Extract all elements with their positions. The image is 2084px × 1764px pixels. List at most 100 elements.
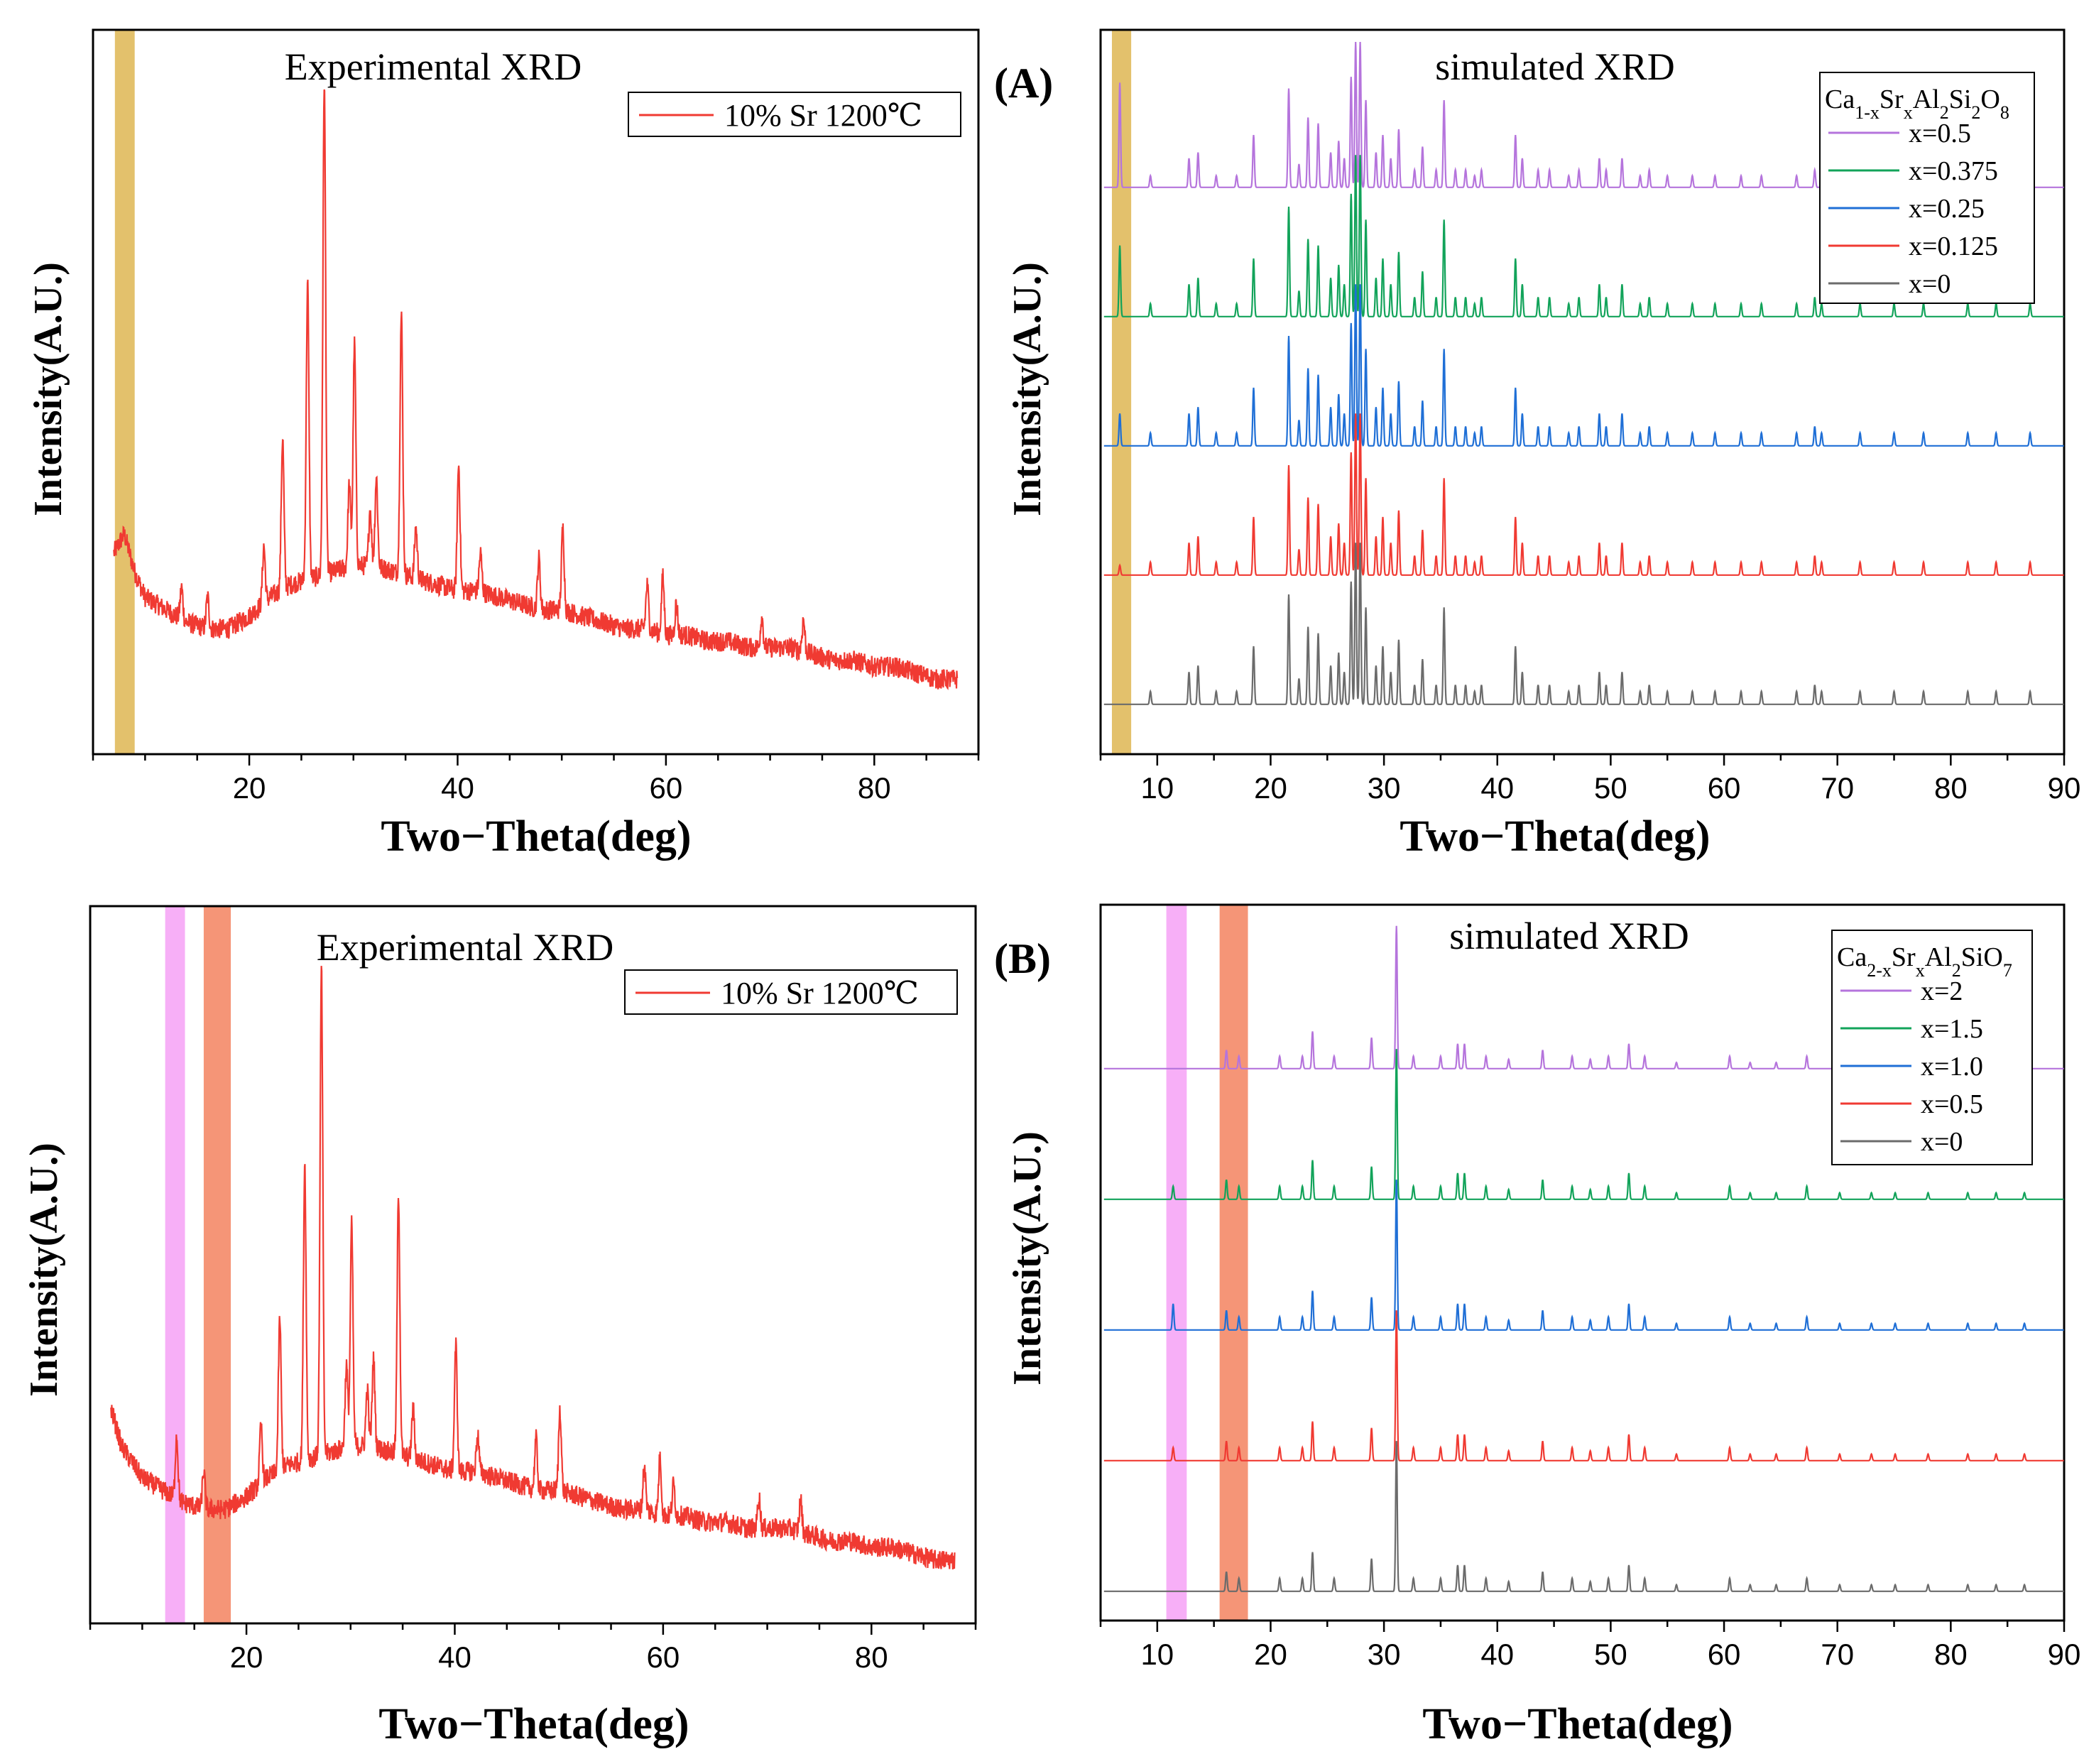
legend: 10% Sr 1200℃	[628, 92, 961, 137]
x-tick-label: 40	[1480, 771, 1514, 805]
legend-entries: x=2 x=1.5 x=1.0 x=0.5 x=0	[1840, 976, 1983, 1157]
series-line-2	[1103, 155, 2064, 317]
legend-entry-label: x=0	[1921, 1127, 1963, 1157]
legend-title-part: 7	[2003, 960, 2012, 981]
x-tick-label: 60	[650, 771, 683, 805]
legend-title-part: 2-x	[1867, 960, 1892, 981]
panel-b-experimental: 20 40 60 80 Experimental XRD Two−Theta(deg)…	[22, 905, 977, 1748]
highlight-band-1	[165, 906, 185, 1623]
highlight-band-1	[114, 30, 135, 754]
x-axis-label: Two−Theta(deg)	[378, 1700, 689, 1748]
series-line-3	[1103, 284, 2064, 447]
x-tick-label: 10	[1140, 1638, 1174, 1671]
legend-box	[1831, 930, 2033, 1165]
x-axis-ticks: 20 40 60 80	[92, 754, 980, 805]
x-tick-label: 20	[1254, 771, 1287, 805]
x-tick-label: 60	[1708, 771, 1741, 805]
plot-title: simulated XRD	[1435, 45, 1674, 88]
x-tick-label: 80	[1934, 1638, 1968, 1671]
series-group	[110, 966, 956, 1569]
x-tick-label: 70	[1821, 1638, 1854, 1671]
plot-frame	[1099, 28, 2066, 756]
x-tick-label: 80	[855, 1640, 888, 1674]
legend-title-part: Al	[1913, 85, 1940, 114]
x-tick-label: 20	[233, 771, 266, 805]
x-tick-label: 20	[1254, 1638, 1287, 1671]
legend-title-part: 2	[1940, 102, 1949, 123]
x-tick-label: 80	[858, 771, 891, 805]
legend-entry-label: x=0.25	[1909, 194, 1985, 224]
legend-title-part: Si	[1949, 85, 1972, 114]
x-tick-label: 20	[230, 1640, 263, 1674]
legend-entry-label: x=0	[1909, 269, 1951, 299]
legend: Ca2-xSrxAl2SiO7 x=2 x=1.5 x=1.0 x=0.5 x=0	[1831, 930, 2033, 1165]
x-tick-label: 30	[1368, 1638, 1401, 1671]
plot-frame	[1099, 903, 2066, 1622]
figure-label-b: (B)	[994, 935, 1051, 982]
legend-entries: x=0.5 x=0.375 x=0.25 x=0.125 x=0	[1828, 119, 1998, 299]
highlight-bands	[114, 30, 135, 754]
legend-title-part: Al	[1925, 942, 1952, 972]
legend-title-part: Ca	[1837, 942, 1867, 972]
legend-title-part: x	[1916, 960, 1925, 981]
plot-frame	[92, 28, 980, 756]
y-axis-label: Intensity(A.U.)	[1005, 262, 1049, 516]
legend-label: 10% Sr 1200℃	[721, 976, 919, 1011]
legend-title-part: 2	[1971, 102, 1980, 123]
legend-entry-label: x=0.125	[1909, 232, 1998, 261]
legend-box	[628, 92, 961, 137]
series-line-5	[1103, 1441, 2064, 1592]
x-tick-label: 40	[441, 771, 474, 805]
panel-a-simulated: 10 20 30 40 50 60 70 80 90 simulated XRD Two−The…	[1005, 28, 2081, 861]
x-axis-ticks: 10 20 30 40 50 60 70 80 90	[1099, 754, 2081, 805]
legend-title-part: 1-x	[1855, 102, 1880, 123]
legend-entry-label: x=0.5	[1909, 119, 1971, 148]
legend-title-part: O	[1980, 85, 2000, 114]
panel-b-simulated: 10 20 30 40 50 60 70 80 90 simulated XRD Two−The…	[1005, 903, 2081, 1748]
plot-title: simulated XRD	[1449, 915, 1689, 957]
x-axis-ticks: 10 20 30 40 50 60 70 80 90	[1099, 1621, 2081, 1671]
legend: 10% Sr 1200℃	[624, 969, 958, 1015]
legend-title-part: Sr	[1892, 942, 1916, 972]
x-tick-label: 40	[438, 1640, 471, 1674]
legend-title-part: 2	[1952, 960, 1961, 981]
series-group	[113, 89, 959, 690]
legend: Ca1-xSrxAl2Si2O8 x=0.5x=0.375x=0.25x=0.1…	[1819, 72, 2035, 304]
legend-title-part: x	[1904, 102, 1913, 123]
legend-entry-label: x=0.5	[1921, 1089, 1983, 1119]
legend-box	[1819, 72, 2035, 304]
series-line-3	[1103, 1180, 2064, 1331]
y-axis-label: Intensity(A.U.)	[22, 1143, 66, 1397]
x-axis-label: Two−Theta(deg)	[1400, 812, 1710, 861]
legend-entry-label: x=1.5	[1921, 1014, 1983, 1044]
series-line-2	[1103, 1049, 2064, 1200]
legend-title-part: SiO	[1961, 942, 2003, 972]
x-tick-label: 70	[1821, 771, 1854, 805]
legend-label: 10% Sr 1200℃	[724, 98, 922, 133]
x-axis-label: Two−Theta(deg)	[1422, 1700, 1733, 1748]
legend-entry-label: x=1.0	[1921, 1052, 1983, 1082]
x-tick-label: 50	[1594, 1638, 1627, 1671]
x-axis-ticks: 20 40 60 80	[89, 1623, 977, 1674]
x-tick-label: 10	[1140, 771, 1174, 805]
x-tick-label: 30	[1368, 771, 1401, 805]
legend-entry-label: x=2	[1921, 976, 1963, 1006]
legend-entry-label: x=0.375	[1909, 156, 1998, 186]
x-tick-label: 50	[1594, 771, 1627, 805]
series-line-5	[1103, 543, 2064, 705]
plot-frame	[89, 905, 977, 1625]
x-tick-label: 90	[2048, 1638, 2081, 1671]
series-line-4	[1103, 413, 2064, 576]
x-tick-label: 90	[2048, 771, 2081, 805]
x-tick-label: 60	[1708, 1638, 1741, 1671]
legend-title-part: Ca	[1825, 85, 1855, 114]
y-axis-label: Intensity(A.U.)	[1005, 1131, 1049, 1385]
x-tick-label: 80	[1934, 771, 1968, 805]
highlight-band-1	[1166, 905, 1187, 1621]
series-line-1	[113, 89, 959, 690]
figure-label-a: (A)	[994, 60, 1053, 107]
series-line-1	[110, 966, 956, 1569]
x-axis-label: Two−Theta(deg)	[381, 812, 691, 861]
y-axis-label: Intensity(A.U.)	[26, 262, 70, 516]
